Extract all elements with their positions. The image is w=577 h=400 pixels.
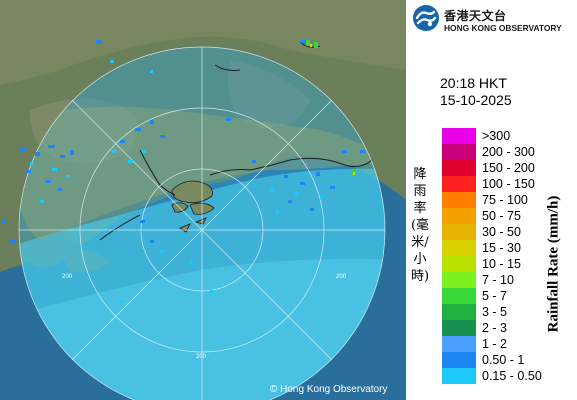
legend-swatch — [442, 160, 476, 176]
legend-row: 0.15 - 0.50 — [442, 368, 554, 384]
legend-swatch — [442, 176, 476, 192]
side-panel: 香港天文台 HONG KONG OBSERVATORY 20:18 HKT 15… — [406, 0, 577, 400]
radar-map-svg: 200 200 200 — [0, 0, 406, 400]
legend-label: 75 - 100 — [482, 193, 528, 207]
range-label-south: 200 — [196, 354, 207, 360]
radar-map[interactable]: 200 200 200 © Hong Kong Observatory — [0, 0, 406, 400]
legend-label: 7 - 10 — [482, 273, 514, 287]
range-label-west: 200 — [62, 274, 73, 280]
legend-row: 150 - 200 — [442, 160, 554, 176]
legend-label: 200 - 300 — [482, 145, 535, 159]
range-rings — [18, 46, 386, 400]
legend-swatch — [442, 336, 476, 352]
legend-row: 3 - 5 — [442, 304, 554, 320]
legend-row: 2 - 3 — [442, 320, 554, 336]
legend-swatch — [442, 320, 476, 336]
legend-row: 7 - 10 — [442, 272, 554, 288]
legend-swatch — [442, 352, 476, 368]
observatory-emblem-icon — [413, 5, 439, 31]
legend-row: 30 - 50 — [442, 224, 554, 240]
legend-label: 5 - 7 — [482, 289, 508, 303]
legend-label: 15 - 30 — [482, 241, 521, 255]
legend-label: 2 - 3 — [482, 321, 508, 335]
legend-label: 0.15 - 0.50 — [482, 369, 542, 383]
observation-date: 15-10-2025 — [440, 92, 512, 108]
legend-swatch — [442, 304, 476, 320]
legend-swatch — [442, 288, 476, 304]
observatory-logo[interactable]: 香港天文台 HONG KONG OBSERVATORY — [412, 4, 576, 34]
logo-name-cn: 香港天文台 — [444, 9, 507, 23]
legend-label: 100 - 150 — [482, 177, 535, 191]
legend-swatch — [442, 192, 476, 208]
legend-row: 200 - 300 — [442, 144, 554, 160]
legend-label: 10 - 15 — [482, 257, 521, 271]
legend-label: >300 — [482, 129, 511, 143]
legend-row: 50 - 75 — [442, 208, 554, 224]
legend-label: 0.50 - 1 — [482, 353, 525, 367]
legend-swatch — [442, 256, 476, 272]
legend-swatch — [442, 208, 476, 224]
observation-time: 20:18 HKT — [440, 75, 507, 91]
legend-swatch — [442, 224, 476, 240]
range-label-east: 200 — [336, 274, 347, 280]
legend-title-en: Rainfall Rate (mm/h) — [545, 195, 562, 333]
legend-swatch — [442, 368, 476, 384]
legend-row: >300 — [442, 128, 554, 144]
legend-label: 3 - 5 — [482, 305, 508, 319]
legend-row: 1 - 2 — [442, 336, 554, 352]
legend-row: 75 - 100 — [442, 192, 554, 208]
legend-label: 1 - 2 — [482, 337, 508, 351]
legend-swatch — [442, 272, 476, 288]
legend-row: 15 - 30 — [442, 240, 554, 256]
copyright-notice: © Hong Kong Observatory — [270, 384, 388, 395]
rain-echoes — [2, 40, 365, 303]
legend-swatch — [442, 128, 476, 144]
legend-swatch — [442, 240, 476, 256]
rainfall-legend: >300 200 - 300 150 - 200 100 - 150 75 - 100 5… — [442, 128, 554, 384]
legend-title-cn: 降雨率(毫米/小時) — [410, 167, 430, 284]
legend-row: 5 - 7 — [442, 288, 554, 304]
legend-row: 10 - 15 — [442, 256, 554, 272]
legend-label: 150 - 200 — [482, 161, 535, 175]
legend-row: 0.50 - 1 — [442, 352, 554, 368]
legend-row: 100 - 150 — [442, 176, 554, 192]
legend-label: 50 - 75 — [482, 209, 521, 223]
logo-name-en: HONG KONG OBSERVATORY — [444, 23, 562, 33]
legend-label: 30 - 50 — [482, 225, 521, 239]
range-labels: 200 200 200 — [62, 274, 347, 360]
legend-swatch — [442, 144, 476, 160]
